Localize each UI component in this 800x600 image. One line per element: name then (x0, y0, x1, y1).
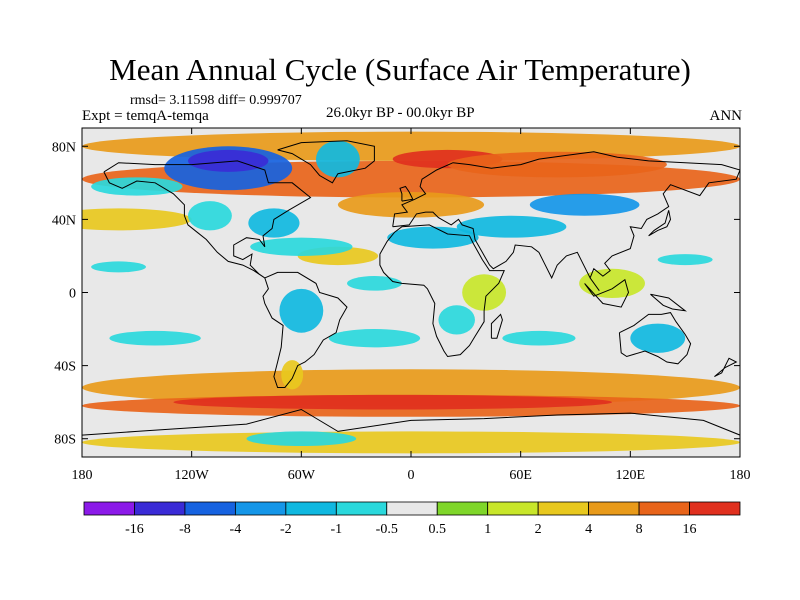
field-region-pacific-n-warm (82, 208, 192, 231)
colorbar-swatch (134, 501, 186, 516)
field-region-indian-s-cool (502, 330, 576, 346)
y-axis: 80N 40N 0 40S 80S (52, 140, 740, 448)
field-region-europe-warm (337, 191, 485, 218)
colorbar-swatch (689, 501, 741, 516)
field-region-australia-cool (630, 323, 686, 353)
y-tick-label: 0 (69, 287, 76, 302)
y-tick-label: 40S (54, 360, 76, 375)
field-region-antarctica-cool (246, 431, 357, 447)
field-region-pacific-s-cool (109, 330, 201, 346)
colorbar-label: 16 (683, 522, 697, 537)
colorbar-label: -0.5 (376, 522, 398, 537)
colorbar-swatch (184, 501, 236, 516)
field-region-siberia-warm (447, 151, 667, 178)
coastline-greenland (277, 140, 375, 184)
colorbar-label: -1 (330, 522, 342, 537)
colorbar-label: -2 (280, 522, 292, 537)
colorbar-swatch (285, 501, 337, 516)
coastline-africa (379, 224, 505, 358)
x-tick-label: 180 (72, 468, 93, 483)
field-region-sahara-cool (387, 226, 479, 249)
colorbar-swatch (436, 501, 489, 516)
coastline-australia (618, 312, 692, 365)
colorbar-swatch (335, 501, 388, 516)
x-tick-label: 0 (408, 468, 415, 483)
coastline-borneo-sumatra (584, 278, 630, 308)
field-region-mideast-cool (456, 215, 567, 238)
field-region-band-south-max (173, 394, 613, 410)
colorbar-label: 4 (585, 522, 592, 537)
field-region-pacific-w-cool (657, 254, 713, 266)
colorbar-label: 8 (636, 522, 643, 537)
colorbar-swatch (638, 501, 690, 516)
coastlines (82, 140, 740, 436)
y-tick-label: 80S (54, 433, 76, 448)
colorbar-swatch (588, 501, 640, 516)
coastline-north-america (103, 160, 312, 279)
coastline-eurasia (392, 151, 740, 291)
coastline-south-america (262, 271, 348, 388)
colorbar-label: -4 (230, 522, 242, 537)
colorbar-label: 2 (535, 522, 542, 537)
field-region-asia-cool (529, 193, 640, 216)
field-region-n-america-east (248, 208, 300, 238)
colorbar-label: -8 (179, 522, 191, 537)
field-region-africa-east-warm (462, 274, 507, 311)
field-region-w-atlantic-cool (250, 237, 353, 256)
field-region-antarctica-warm (82, 431, 740, 454)
field-region-atlantic-eq-cool (347, 276, 402, 291)
colorbar-swatch (386, 501, 438, 516)
x-tick-label: 60W (288, 468, 316, 483)
colorbar: -16 -8 -4 -2 -1 -0.5 0.5 1 2 4 8 16 (83, 501, 741, 537)
x-tick-label: 120W (175, 468, 210, 483)
colorbar-swatch (83, 501, 135, 516)
season-label: ANN (709, 108, 743, 124)
stats-label: rmsd= 3.11598 diff= 0.999707 (130, 93, 302, 108)
field-region-pacific-n-cool (91, 177, 183, 196)
colorbar-swatch (234, 501, 287, 516)
field-region-amazon-cool (279, 288, 324, 333)
y-tick-label: 40N (52, 213, 76, 228)
x-axis: 180 120W 60W 0 60E 120E 180 (72, 128, 751, 483)
field-region-patagonia-warm (281, 360, 304, 390)
field-region-pacific-c-cool (91, 261, 146, 273)
field-region-n-america-west (188, 201, 232, 231)
colorbar-label: -16 (125, 522, 144, 537)
coastline-new-guinea (650, 293, 687, 312)
coastline-scandinavia-britain (399, 185, 414, 202)
coastline-madagascar (490, 313, 503, 339)
period-label: 26.0kyr BP - 00.0kyr BP (326, 105, 475, 121)
field-region-canada-very-cold (188, 149, 269, 172)
experiment-label: Expt = temqA-temqa (82, 108, 209, 124)
colorbar-swatch (487, 501, 539, 516)
field-region-indonesia-warm (579, 268, 645, 298)
colorbar-label: 1 (484, 522, 491, 537)
colorbar-swatch (537, 501, 590, 516)
field-region-africa-s-cool (438, 305, 475, 335)
field-region-atlantic-s-cool (328, 329, 421, 348)
coastline-new-zealand (714, 357, 738, 378)
y-tick-label: 80N (52, 140, 76, 155)
chart-title: Mean Annual Cycle (Surface Air Temperatu… (109, 52, 691, 87)
x-tick-label: 180 (730, 468, 751, 483)
colorbar-label: 0.5 (428, 522, 446, 537)
x-tick-label: 120E (616, 468, 646, 483)
x-tick-label: 60E (509, 468, 532, 483)
coastline-antarctica (82, 408, 740, 436)
temperature-field (82, 131, 740, 454)
coastline-japan (648, 210, 672, 237)
field-region-greenland-cold (315, 140, 360, 178)
